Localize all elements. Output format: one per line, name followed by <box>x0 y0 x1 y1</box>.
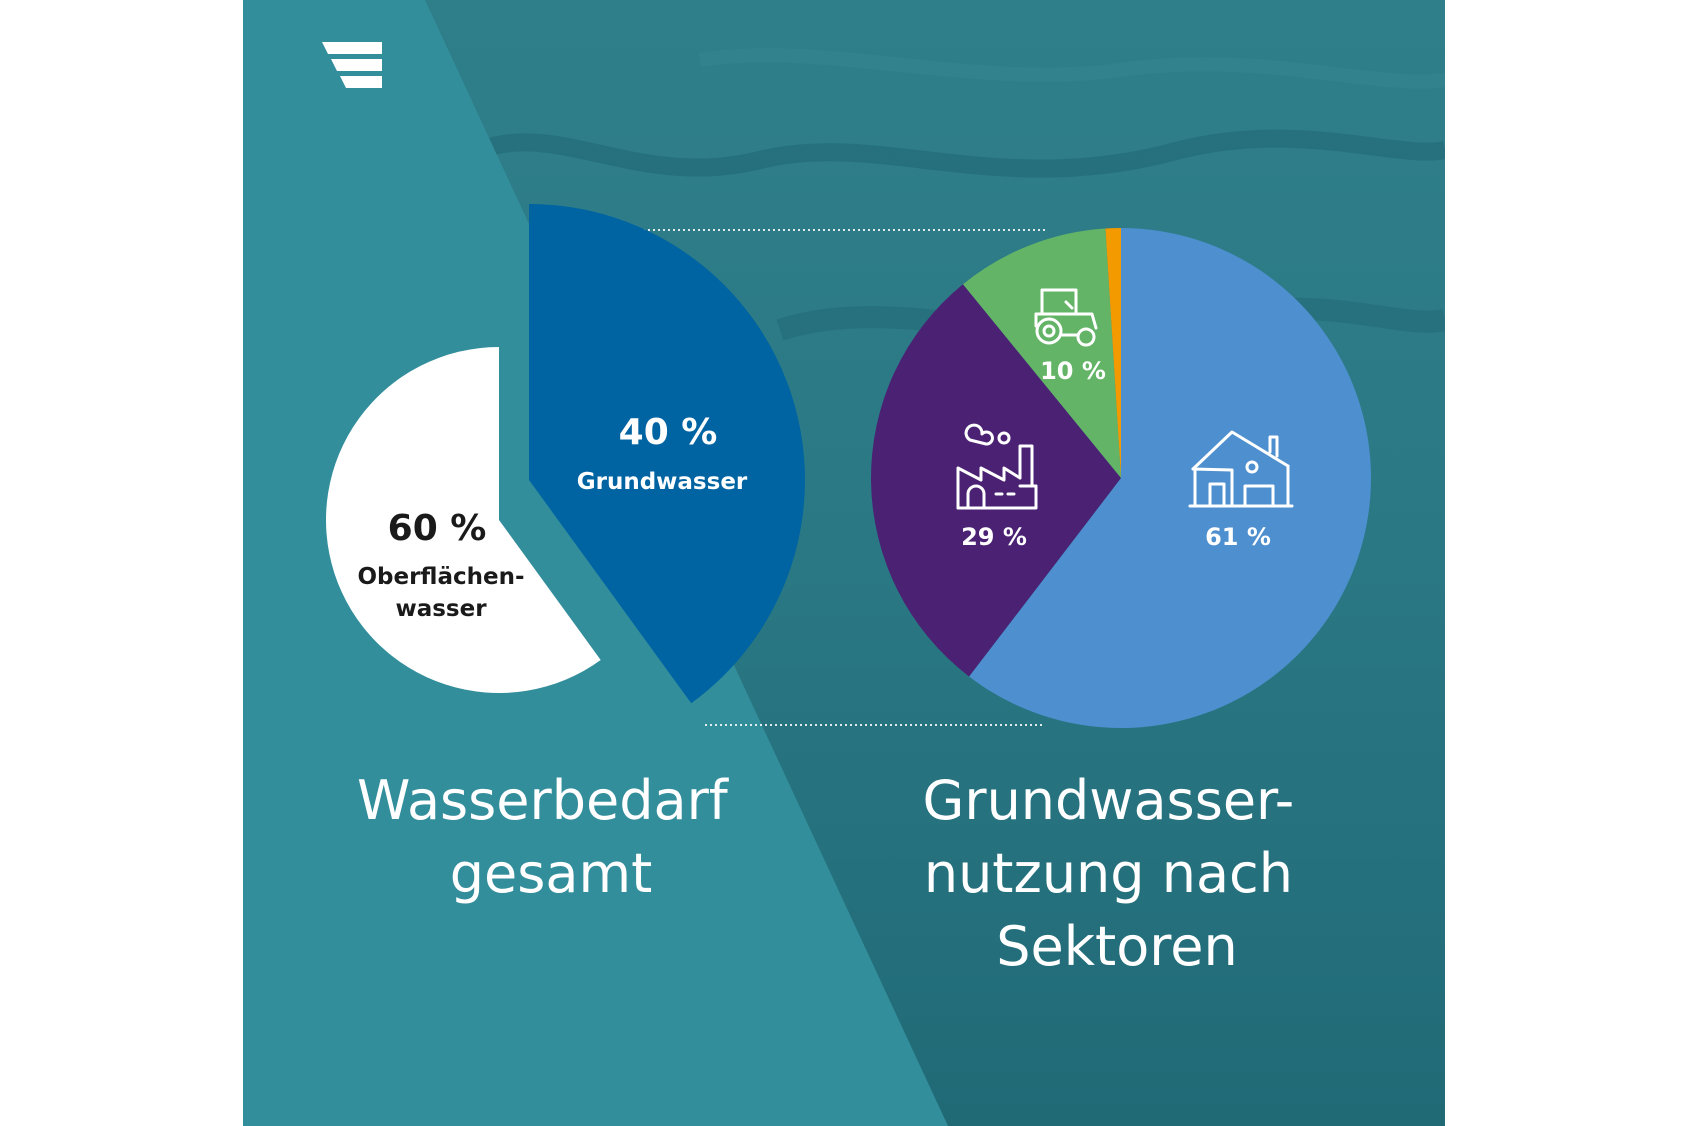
value-label-industry: 29 % <box>961 523 1027 551</box>
value-label-agriculture: 10 % <box>1040 357 1106 385</box>
groundwater-sector-pie-chart: 61 % 29 % 10 % <box>870 228 1371 728</box>
slice-label-groundwater: Grundwasser <box>577 469 748 495</box>
value-label-households: 61 % <box>1205 523 1271 551</box>
chart2-title: Grundwasser- nutzung nach Sektoren <box>923 769 1312 978</box>
value-label-groundwater: 40 % <box>619 412 718 453</box>
chart1-title-line: Wasserbedarf <box>357 769 730 832</box>
stripes-logo-icon <box>322 42 382 88</box>
pie-slice-surface-water <box>326 347 601 693</box>
pie-slice-tractor <box>962 228 1121 478</box>
pie-slice-factory <box>870 284 1121 677</box>
chart2-title-line: Grundwasser- <box>923 769 1295 832</box>
slice-label-surface-water: Oberflächen- <box>357 564 524 590</box>
factory-icon <box>956 423 1038 510</box>
chart1-title-line: gesamt <box>450 842 653 905</box>
chart2-title-line: nutzung nach <box>924 842 1293 905</box>
pie-slice-house <box>969 228 1371 728</box>
pie-slice-groundwater <box>529 204 805 704</box>
chart2-title-line: Sektoren <box>996 915 1237 978</box>
pie-slice-other <box>1105 228 1121 478</box>
slice-label-surface-water: wasser <box>395 596 487 622</box>
chart1-title: Wasserbedarf gesamt <box>357 769 745 905</box>
water-demand-pie-chart: 60 % Oberflächen-wasser 40 % Grundwasser <box>326 204 805 704</box>
value-label-surface-water: 60 % <box>388 508 487 549</box>
tractor-icon <box>1034 288 1098 347</box>
house-icon <box>1188 430 1294 508</box>
